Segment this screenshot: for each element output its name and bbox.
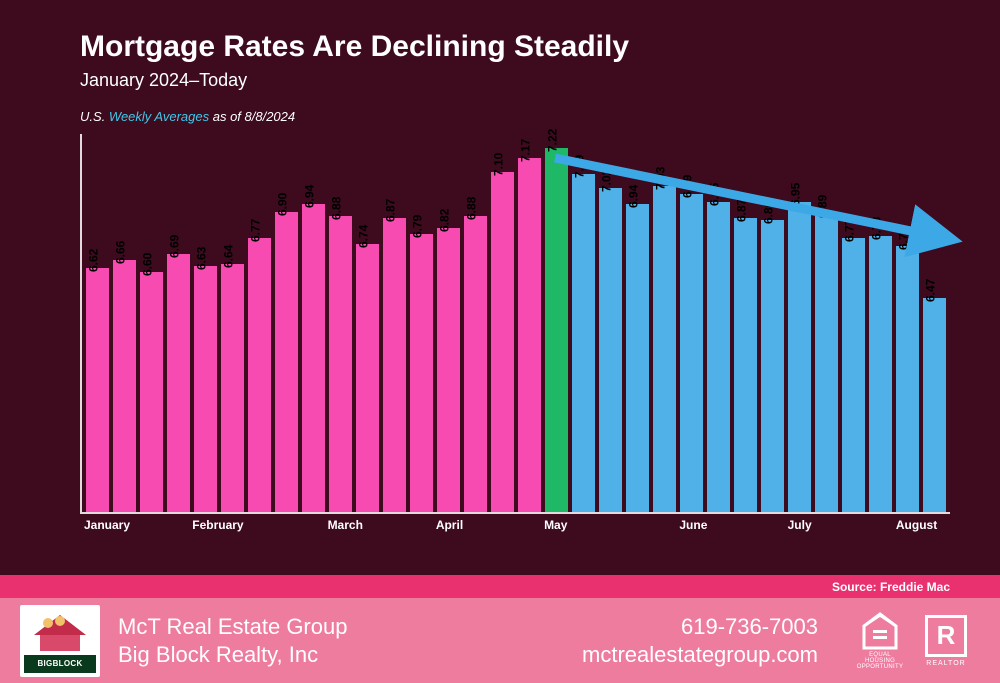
bar-value-label: 6.90 [275,193,289,216]
bar-value-label: 6.82 [437,209,451,232]
chart-subtitle: January 2024–Today [80,70,950,91]
bar-value-label: 6.86 [761,201,775,224]
x-axis-label: June [679,518,707,532]
bar-value-label: 6.47 [923,279,937,302]
chart-bar: 6.66 [113,260,136,512]
chart-bar: 7.10 [491,172,514,512]
chart-bar: 6.64 [221,264,244,512]
bar-value-label: 6.94 [302,185,316,208]
contact-block: 619-736-7003 mctrealestategroup.com [582,613,818,668]
chart-bar: 6.82 [437,228,460,512]
bar-value-label: 6.64 [221,245,235,268]
bar-value-label: 6.69 [167,235,181,258]
realtor-label: REALTOR [922,660,970,667]
chart-bar: 6.73 [896,246,919,512]
chart-bar: 6.79 [410,234,433,512]
chart-bar: 6.62 [86,268,109,512]
bar-value-label: 6.62 [86,249,100,272]
chart-bar: 6.60 [140,272,163,512]
bar-value-label: 7.22 [545,129,559,152]
eho-label: EQUAL HOUSING OPPORTUNITY [856,652,904,670]
realtor-icon: R REALTOR [922,615,970,667]
chart-bar: 6.63 [194,266,217,512]
bar-value-label: 6.95 [788,183,802,206]
bar-value-label: 6.78 [869,217,883,240]
chart-bar: 7.02 [599,188,622,512]
bar-value-label: 7.03 [653,167,667,190]
caption-suffix: as of 8/8/2024 [209,109,295,124]
bar-value-label: 6.74 [356,225,370,248]
bar-value-label: 6.73 [896,227,910,250]
bar-value-label: 6.79 [410,215,424,238]
bar-value-label: 6.66 [113,241,127,264]
bar-value-label: 6.88 [464,197,478,220]
chart-bar: 7.03 [653,186,676,512]
bar-value-label: 6.87 [383,199,397,222]
source-label: Source: Freddie Mac [832,580,950,594]
brokerage-name: Big Block Realty, Inc [118,641,347,669]
chart-bar: 6.88 [329,216,352,512]
chart-bar: 6.86 [761,220,784,512]
chart-caption: U.S. Weekly Averages as of 8/8/2024 [80,109,950,124]
chart-bar: 6.77 [842,238,865,512]
bar-value-label: 7.02 [599,169,613,192]
chart-bar: 6.89 [815,214,838,512]
x-axis: January February March April May June July Augu… [80,514,950,538]
equal-housing-icon: EQUAL HOUSING OPPORTUNITY [856,612,904,670]
bar-value-label: 6.99 [680,175,694,198]
chart-bar: 6.94 [626,204,649,512]
chart-bar: 6.47 [923,298,946,512]
caption-prefix: U.S. [80,109,109,124]
realtor-glyph: R [925,615,967,657]
bar-value-label: 6.94 [626,185,640,208]
chart-bar: 6.69 [167,254,190,512]
x-axis-label: August [896,518,937,532]
bar-value-label: 7.17 [518,139,532,162]
chart-bar: 6.95 [707,202,730,512]
bar-value-label: 7.09 [572,155,586,178]
chart-plot-area: 6.626.666.606.696.636.646.776.906.946.88… [80,134,950,514]
footer: BIGBLOCK McT Real Estate Group Big Block… [0,598,1000,683]
chart-bar: 6.78 [869,236,892,512]
company-name: McT Real Estate Group [118,613,347,641]
bar-value-label: 6.88 [329,197,343,220]
chart-title: Mortgage Rates Are Declining Steadily [80,30,950,64]
chart-bar: 6.90 [275,212,298,512]
x-axis-label: April [436,518,463,532]
chart-bar: 6.87 [734,218,757,512]
chart-bar: 7.09 [572,174,595,512]
company-block: McT Real Estate Group Big Block Realty, … [118,613,347,668]
bar-value-label: 6.77 [842,219,856,242]
phone-number: 619-736-7003 [582,613,818,641]
x-axis-label: January [84,518,130,532]
x-axis-label: July [788,518,812,532]
bar-value-label: 6.77 [248,219,262,242]
x-axis-label: February [192,518,243,532]
caption-highlight: Weekly Averages [109,109,209,124]
chart-bar: 6.77 [248,238,271,512]
source-bar: Source: Freddie Mac [0,575,1000,598]
chart-bar: 6.95 [788,202,811,512]
x-axis-label: May [544,518,567,532]
chart-bar: 7.17 [518,158,541,512]
chart-bar: 7.22 [545,148,568,512]
bar-value-label: 6.63 [194,247,208,270]
company-logo: BIGBLOCK [20,605,100,677]
chart-bar: 6.99 [680,194,703,512]
chart-bar: 6.94 [302,204,325,512]
bars-container: 6.626.666.606.696.636.646.776.906.946.88… [82,134,950,512]
bar-value-label: 6.95 [707,183,721,206]
bar-value-label: 6.60 [140,253,154,276]
chart-panel: Mortgage Rates Are Declining Steadily Ja… [0,0,1000,575]
chart-bar: 6.88 [464,216,487,512]
chart-bar: 6.87 [383,218,406,512]
logo-subtext: BIGBLOCK [24,655,96,673]
bar-value-label: 6.87 [734,199,748,222]
bar-value-label: 6.89 [815,195,829,218]
chart-bar: 6.74 [356,244,379,512]
logo-house-icon [30,613,90,653]
x-axis-label: March [328,518,363,532]
website-url: mctrealestategroup.com [582,641,818,669]
bar-value-label: 7.10 [491,153,505,176]
